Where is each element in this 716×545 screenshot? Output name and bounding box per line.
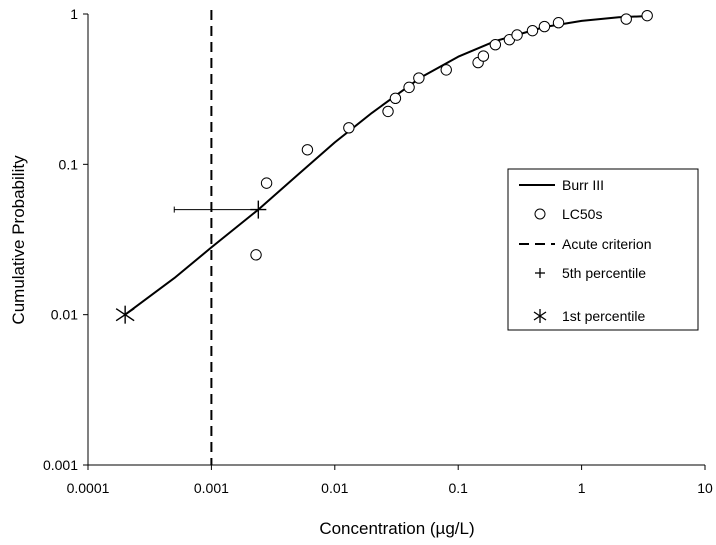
lc50-point: [440, 64, 452, 76]
lc50-point: [477, 50, 490, 62]
lc50-point: [511, 29, 523, 41]
lc50-point: [620, 13, 632, 25]
legend-label-acute-criterion: Acute criterion: [562, 236, 651, 252]
legend-symbol-5th-percentile: [535, 268, 545, 278]
x-tick-label: 0.1: [448, 480, 468, 496]
lc50-point: [301, 144, 314, 156]
lc50-point: [403, 81, 415, 94]
x-axis-ticks: 0.0001 0.001 0.01 0.1 1 10: [67, 465, 713, 496]
1st-percentile-marker-d2: [115, 308, 135, 322]
lc50-point: [641, 9, 653, 22]
y-tick-label: 1: [70, 6, 78, 22]
plot-area: [115, 9, 653, 465]
lc50-point: [260, 177, 273, 189]
lc50-point: [552, 17, 565, 29]
y-axis-title: Cumulative Probability: [9, 155, 28, 325]
lc50-point: [389, 92, 402, 104]
lc50-point: [343, 122, 355, 134]
legend-box: [507, 168, 699, 331]
legend-label-1st-percentile: 1st percentile: [562, 308, 645, 324]
legend: Burr III LC50s Acute criterion 5th perce…: [507, 168, 699, 331]
legend-label-lc50s: LC50s: [562, 206, 602, 222]
x-tick-label: 0.001: [194, 480, 229, 496]
y-tick-label: 0.01: [51, 307, 78, 323]
lc50-point: [489, 38, 502, 51]
lc50-point: [250, 249, 262, 261]
lc50-point: [413, 72, 425, 84]
legend-label-5th-percentile: 5th percentile: [562, 265, 646, 281]
legend-symbol-1st-percentile: [533, 309, 547, 323]
x-tick-label: 1: [578, 480, 586, 496]
x-tick-label: 10: [697, 480, 713, 496]
x-tick-label: 0.0001: [67, 480, 110, 496]
legend-symbol-lc50s: [534, 208, 546, 220]
lc50-point: [526, 24, 539, 37]
y-axis-ticks: 0.001 0.01 0.1 1: [43, 6, 88, 473]
y-tick-label: 0.001: [43, 457, 78, 473]
x-tick-label: 0.01: [321, 480, 348, 496]
legend-label-burr-iii: Burr III: [562, 177, 604, 193]
x-axis-title: Concentration (µg/L): [319, 519, 474, 538]
y-tick-label: 0.1: [59, 156, 79, 172]
lc50-point: [382, 105, 394, 118]
lc50-point: [538, 20, 551, 33]
